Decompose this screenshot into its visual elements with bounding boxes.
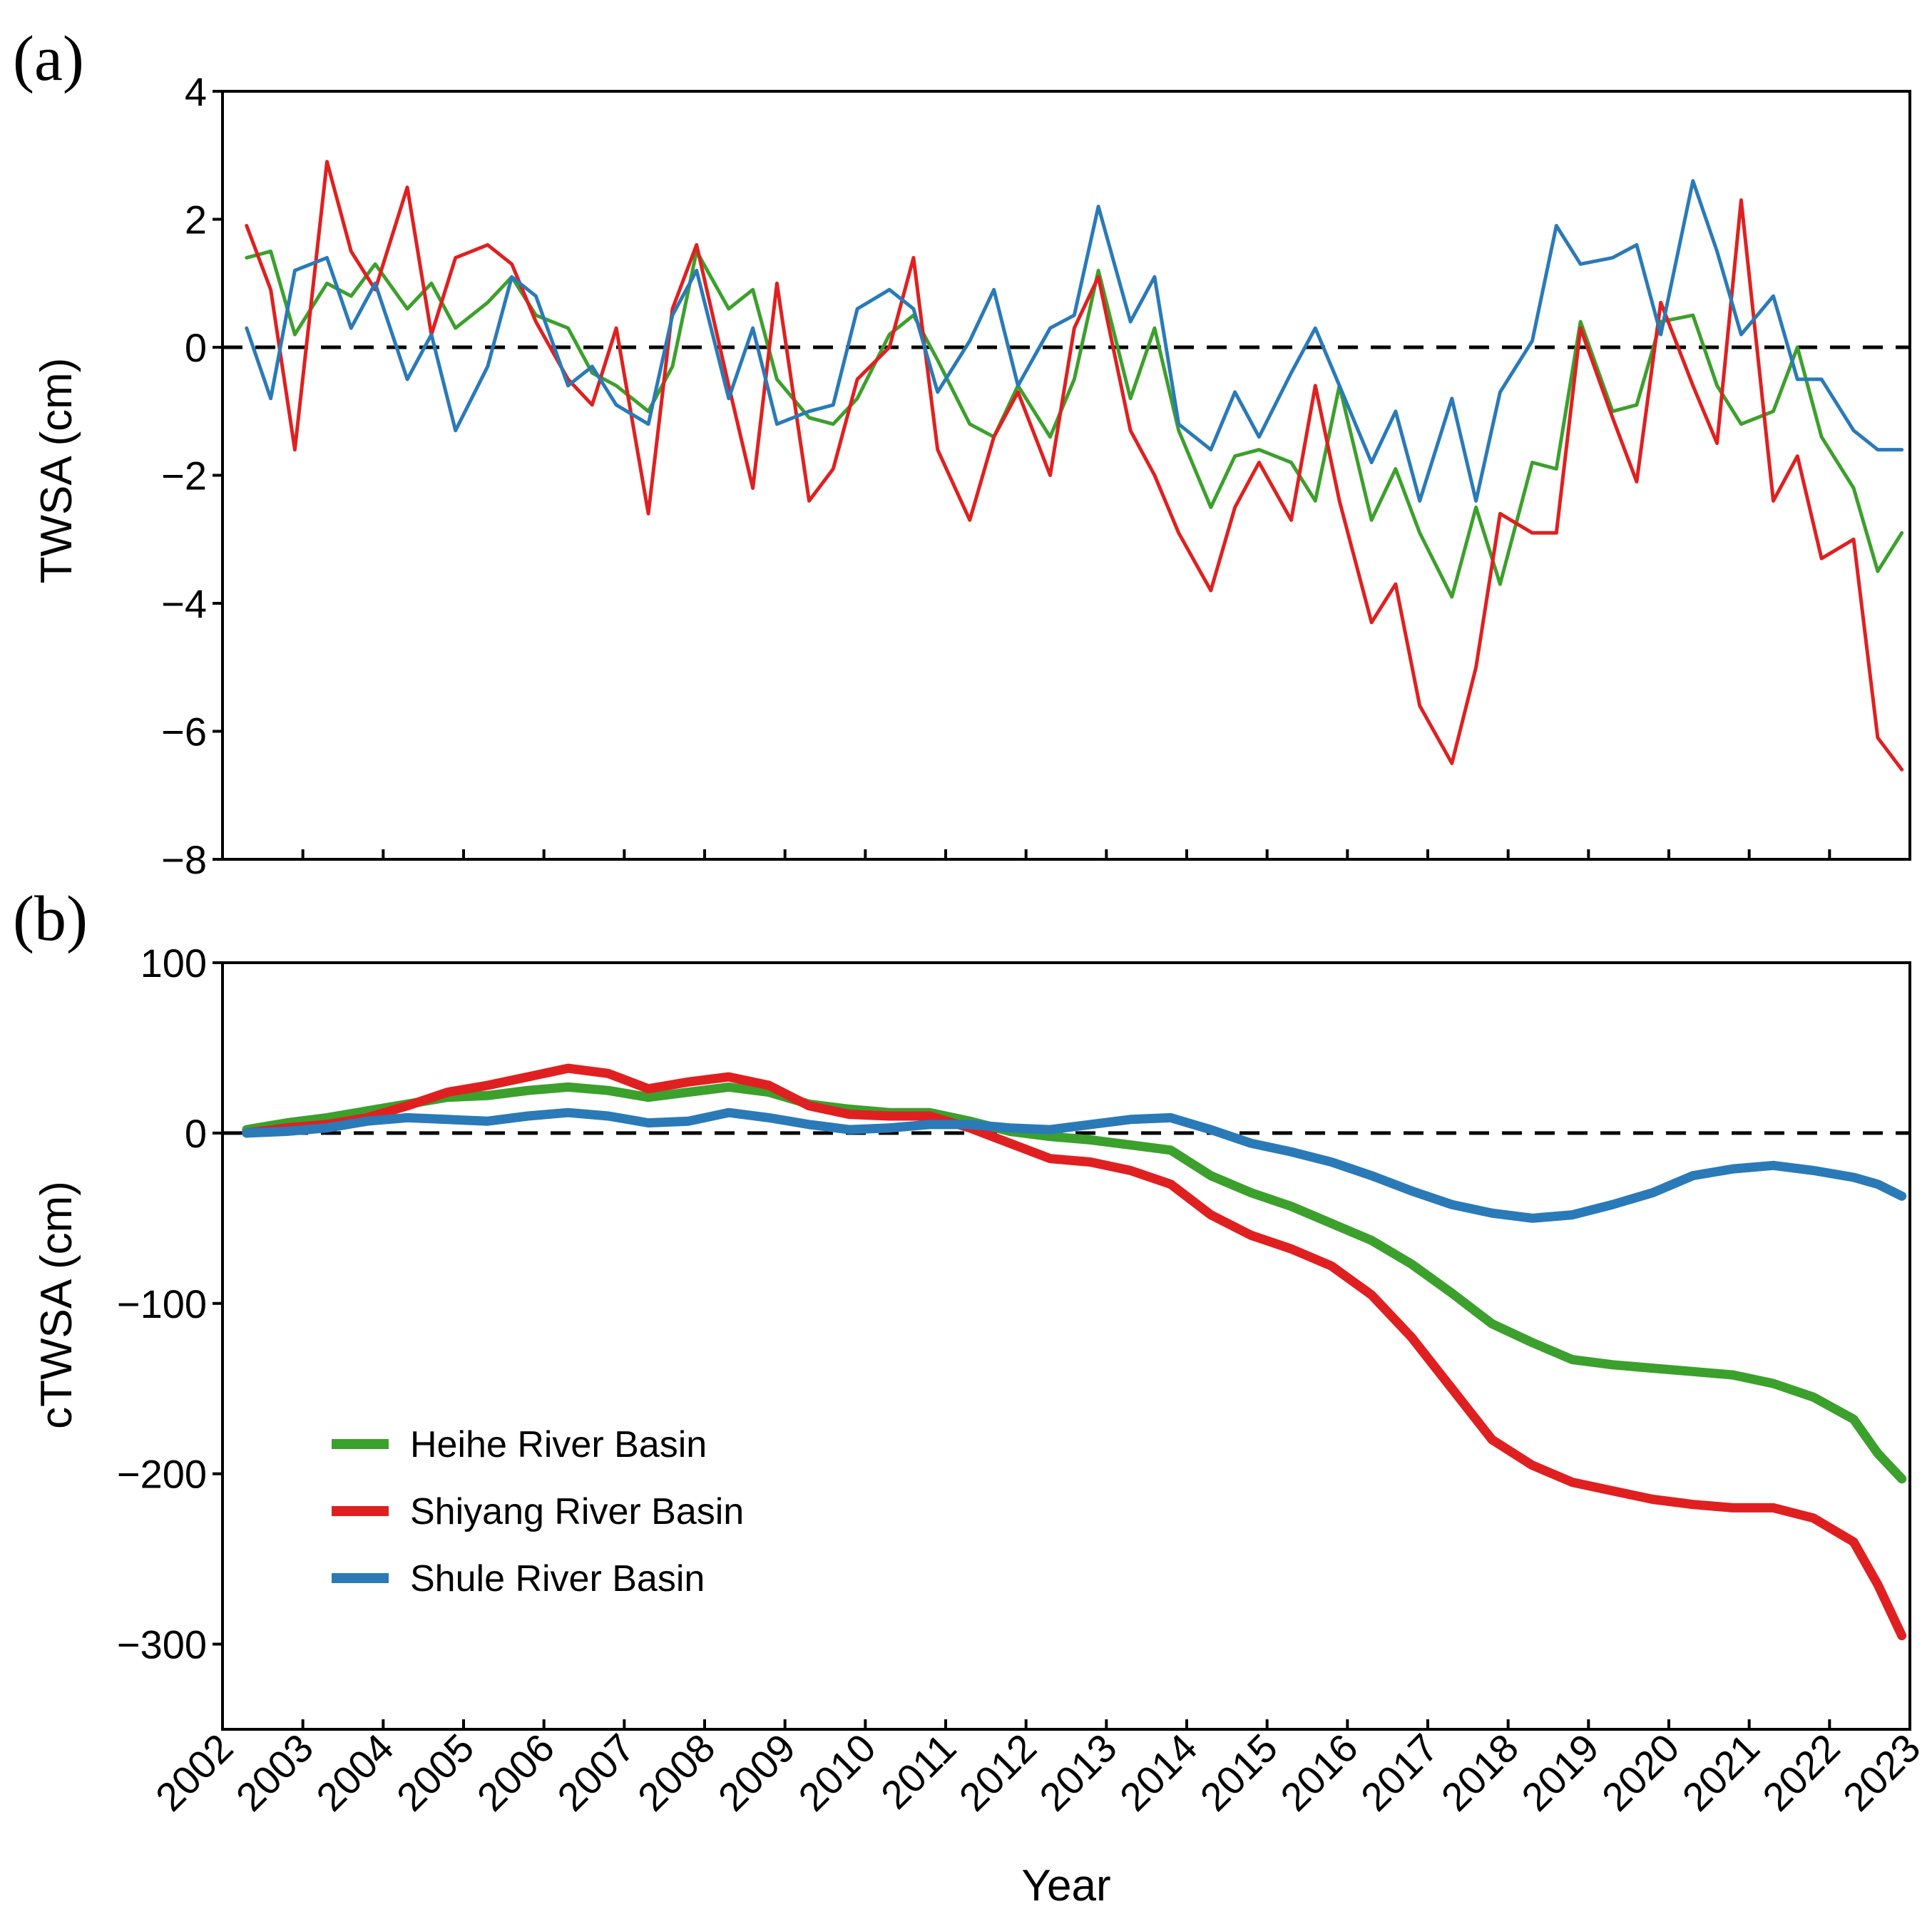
panel-b-xtick-label: 2002 — [147, 1725, 242, 1820]
panel-b-xtick-label: 2012 — [951, 1725, 1046, 1820]
panel-b-y-ticks: 100 0 −100 −200 −300 — [117, 941, 223, 1667]
panel-a-series-shule — [245, 179, 1904, 503]
panel-b-xtick-label: 2020 — [1593, 1725, 1688, 1820]
panel-a-ytick-label: −8 — [161, 837, 207, 882]
panel-b-xtick-label: 2008 — [629, 1725, 724, 1820]
panel-a-series — [245, 160, 1904, 772]
panel-b-xtick-label: 2019 — [1513, 1725, 1608, 1820]
panel-a-x-ticks — [221, 849, 1911, 859]
panel-a: (a) TWSA (cm) 4 2 0 −2 −4 −6 −8 — [13, 24, 1911, 882]
panel-a-ylabel: TWSA (cm) — [32, 358, 81, 584]
panel-b-xlabel: Year — [1021, 1861, 1110, 1910]
legend: Heihe River Basin Shiyang River Basin Sh… — [332, 1424, 744, 1600]
panel-b-xtick-label: 2015 — [1192, 1725, 1287, 1820]
panel-b-x-ticks: 2002200320042005200620072008200920102011… — [147, 1719, 1929, 1820]
panel-b-xtick-label: 2007 — [548, 1725, 643, 1820]
panel-b-xtick-label: 2014 — [1111, 1725, 1206, 1820]
panel-b-xtick-label: 2003 — [228, 1725, 322, 1820]
panel-b-xtick-label: 2013 — [1031, 1725, 1125, 1820]
panel-b-ytick-label: −200 — [117, 1452, 207, 1497]
panel-b-ytick-label: −300 — [117, 1622, 207, 1667]
panel-b-xtick-label: 2016 — [1272, 1725, 1366, 1820]
panel-a-ytick-label: −2 — [161, 454, 207, 498]
panel-a-frame — [221, 90, 1911, 861]
panel-b-series — [242, 1063, 1907, 1641]
panel-b-ylabel: cTWSA (cm) — [32, 1181, 81, 1429]
panel-a-y-ticks: 4 2 0 −2 −4 −6 −8 — [161, 69, 223, 882]
panel-a-label: (a) — [13, 24, 84, 94]
panel-b-series-shiyang — [242, 1063, 1907, 1641]
legend-label-shule: Shule River Basin — [410, 1558, 705, 1600]
panel-b-xtick-label: 2021 — [1674, 1725, 1769, 1820]
panel-b-series-heihe — [242, 1082, 1907, 1484]
legend-label-heihe: Heihe River Basin — [410, 1424, 707, 1465]
panel-b-xtick-label: 2005 — [388, 1725, 483, 1820]
panel-b-xtick-label: 2023 — [1834, 1725, 1929, 1820]
legend-label-shiyang: Shiyang River Basin — [410, 1491, 744, 1532]
panel-b-xtick-label: 2009 — [710, 1725, 804, 1820]
panel-b-xtick-label: 2018 — [1433, 1725, 1528, 1820]
panel-b-ytick-label: 0 — [185, 1111, 207, 1156]
panel-b-ytick-label: 100 — [140, 941, 207, 986]
panel-a-series-heihe — [245, 249, 1904, 599]
panel-b-xtick-label: 2004 — [307, 1725, 402, 1820]
panel-b-xtick-label: 2017 — [1352, 1725, 1447, 1820]
panel-b-xtick-label: 2011 — [872, 1725, 965, 1818]
panel-a-ytick-label: 4 — [185, 69, 207, 114]
panel-a-series-shiyang — [245, 160, 1904, 772]
panel-a-ytick-label: −4 — [161, 581, 207, 626]
panel-b-ytick-label: −100 — [117, 1281, 207, 1326]
panel-a-ytick-label: −6 — [161, 710, 207, 754]
panel-b-frame — [221, 961, 1911, 1731]
panel-b-xtick-label: 2022 — [1754, 1725, 1849, 1820]
panel-b-label: (b) — [13, 884, 88, 954]
panel-b-xtick-label: 2010 — [789, 1725, 884, 1820]
panel-a-ytick-label: 2 — [185, 198, 207, 242]
panel-b-xtick-label: 2006 — [469, 1725, 563, 1820]
panel-b: (b) cTWSA (cm) 100 0 −100 −200 −300 20022003… — [13, 884, 1928, 1910]
panel-a-ytick-label: 0 — [185, 325, 207, 370]
panel-b-series-shule — [242, 1107, 1907, 1223]
